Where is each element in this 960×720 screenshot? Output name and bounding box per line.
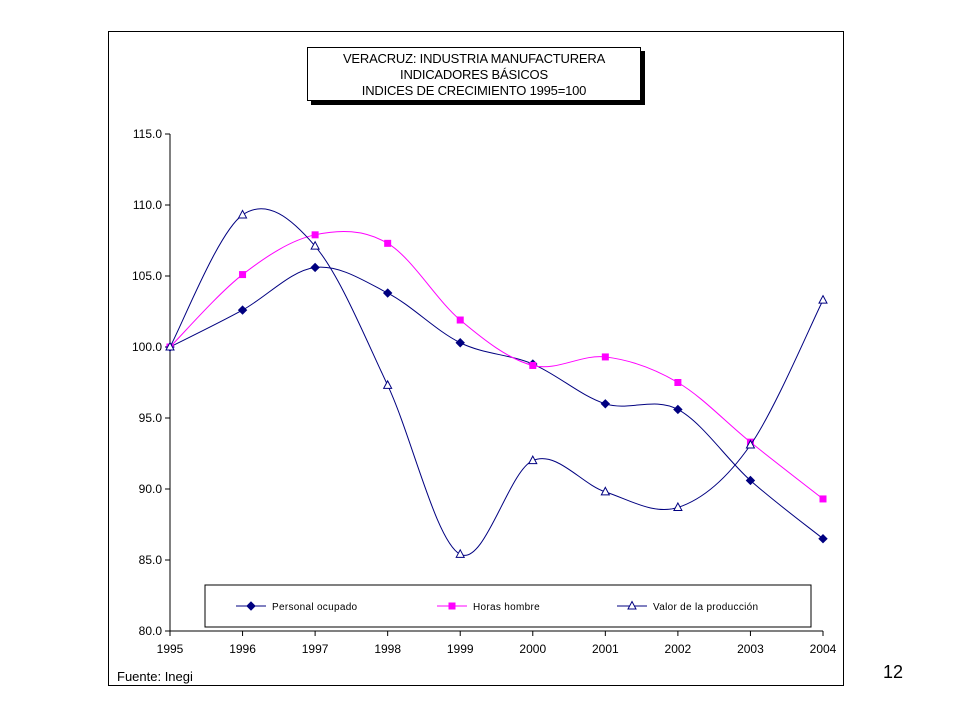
series-2-point: [601, 353, 609, 361]
y-tick-label: 105.0: [132, 269, 162, 283]
series-1-point: [237, 305, 248, 315]
series-2-point: [311, 231, 319, 239]
series-1-point: [818, 533, 828, 544]
series-1-point: [600, 399, 611, 409]
y-tick-label: 100.0: [132, 340, 162, 354]
series-3-point: [455, 548, 466, 558]
chart-legend: Personal ocupado Horas hombre Valor de la …: [204, 584, 812, 628]
x-tick-label: 2002: [665, 642, 692, 656]
chart-axes: 80.0 85.0 90.0 95.0 100.0 105.0 110.0 115.0 1995…: [132, 127, 837, 656]
y-tick-label: 90.0: [139, 482, 163, 496]
series-2-point: [529, 361, 537, 369]
source-note: Fuente: Inegi: [117, 669, 193, 684]
legend-marker: [448, 602, 456, 610]
series-3-point: [237, 209, 248, 219]
legend-box: [204, 584, 812, 628]
series-2-point: [456, 316, 464, 324]
title-line-2: INDICADORES BÁSICOS: [400, 67, 548, 82]
x-tick-label: 1997: [302, 642, 329, 656]
series-1-point: [382, 288, 393, 298]
series-3-point: [165, 341, 175, 351]
x-tick-label: 2001: [592, 642, 619, 656]
legend-marker: [627, 600, 637, 610]
x-tick-label: 2004: [810, 642, 837, 656]
series-1-point: [673, 404, 683, 415]
series-2-point: [819, 495, 827, 503]
legend-label: Horas hombre: [473, 602, 540, 613]
series-3-point: [527, 455, 538, 465]
chart-series: [165, 208, 828, 558]
series-3-point: [818, 294, 828, 304]
legend-label: Valor de la producción: [653, 602, 758, 613]
x-tick-label: 1999: [447, 642, 474, 656]
legend-marker: [246, 601, 256, 611]
series-3-point: [745, 439, 756, 449]
series-3-point: [673, 501, 683, 511]
series-3-point: [600, 486, 611, 496]
series-line-1: [169, 266, 824, 540]
series-2-point: [674, 379, 682, 386]
x-tick-label: 1996: [229, 642, 256, 656]
legend-label: Personal ocupado: [272, 602, 358, 613]
page-number: 12: [883, 662, 904, 682]
x-tick-label: 2000: [519, 642, 546, 656]
title-line-3: INDICES DE CRECIMIENTO 1995=100: [361, 83, 587, 98]
series-1-point: [745, 475, 756, 486]
y-tick-label: 80.0: [139, 624, 163, 638]
series-3-point: [310, 240, 320, 250]
x-tick-label: 1995: [157, 642, 184, 656]
series-2-point: [239, 271, 247, 279]
y-tick-label: 115.0: [133, 127, 162, 141]
chart-title-box: VERACRUZ: INDUSTRIA MANUFACTURERA INDICA…: [307, 47, 641, 101]
slide-frame: [108, 31, 844, 686]
series-2-point: [384, 239, 392, 247]
y-tick-label: 95.0: [139, 411, 163, 425]
series-line-3: [169, 208, 824, 556]
series-3-point: [382, 379, 393, 389]
y-tick-label: 110.0: [133, 198, 162, 212]
x-tick-label: 1998: [374, 642, 401, 656]
series-1-point: [455, 338, 465, 348]
x-tick-label: 2003: [737, 642, 764, 656]
title-line-1: VERACRUZ: INDUSTRIA MANUFACTURERA: [342, 51, 606, 66]
series-1-point: [310, 262, 320, 273]
series-line-2: [169, 231, 824, 500]
y-tick-label: 85.0: [139, 553, 163, 567]
